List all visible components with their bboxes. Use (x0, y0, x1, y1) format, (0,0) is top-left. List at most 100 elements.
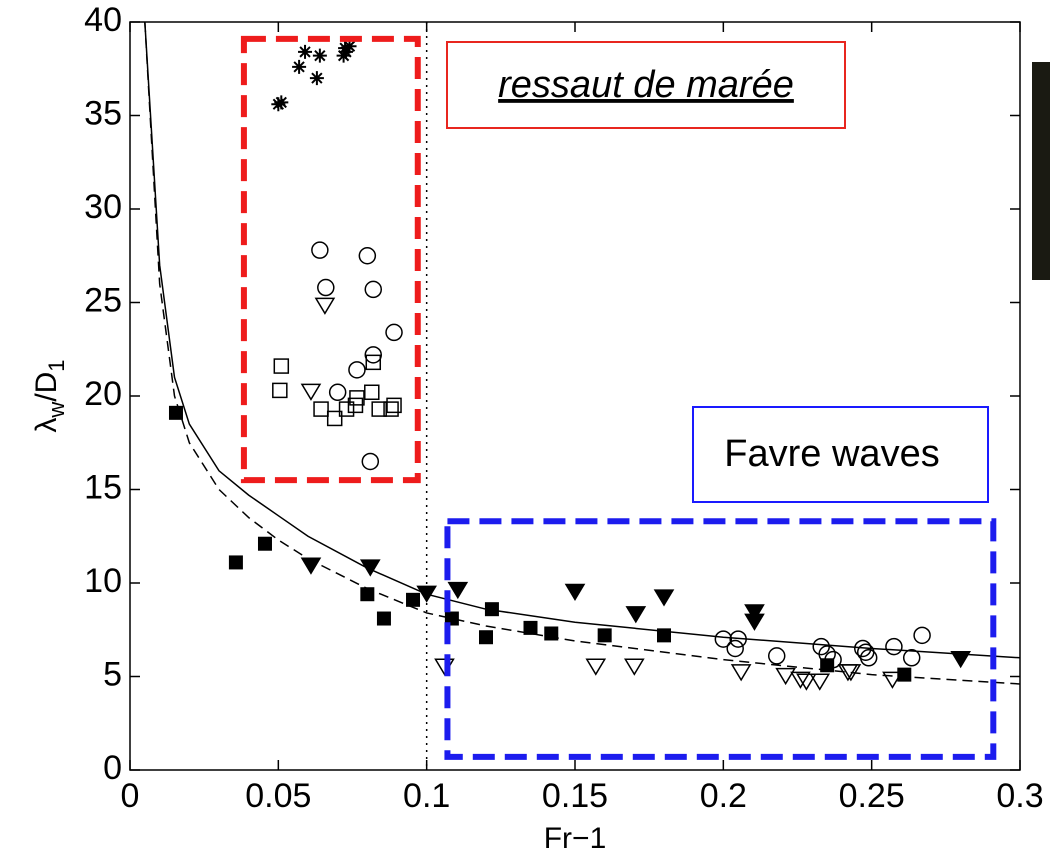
point (444, 611, 459, 626)
annotation-box: Favre waves (692, 406, 989, 503)
point (272, 382, 288, 399)
x-tick-label: 0 (121, 777, 140, 815)
point (597, 628, 612, 643)
point (818, 645, 836, 663)
y-label-sub: 1 (44, 359, 69, 371)
annotation-text: Favre waves (724, 433, 939, 475)
y-tick-label: 5 (103, 655, 122, 693)
point (273, 358, 290, 374)
point (653, 589, 675, 607)
region-box (240, 35, 421, 484)
point (361, 452, 380, 471)
point (328, 383, 347, 402)
cropped-inset-image-top (1032, 40, 1050, 62)
y-tick-label: 15 (84, 468, 122, 506)
point (348, 361, 366, 379)
point (479, 630, 493, 645)
point (406, 592, 421, 607)
point (349, 390, 365, 406)
y-tick-label: 10 (84, 562, 122, 600)
point (950, 651, 971, 669)
point (484, 602, 499, 617)
curve (144, 22, 1020, 685)
plot-frame (129, 21, 1021, 771)
x-tick-label: 0.05 (245, 777, 311, 815)
point (885, 637, 903, 656)
point (300, 383, 322, 401)
point (168, 405, 183, 420)
annotation-box: ressaut de marée (446, 41, 846, 129)
point (809, 673, 831, 691)
point (376, 611, 391, 626)
point (309, 71, 324, 86)
point (365, 354, 382, 371)
plot-area (144, 22, 1020, 770)
x-tick-label: 0.2 (700, 777, 747, 815)
point (624, 658, 645, 676)
region-box (444, 518, 997, 760)
x-tick-label: 0.3 (996, 777, 1043, 815)
x-tick-label: 0.25 (839, 777, 905, 815)
point (796, 673, 817, 691)
point (313, 401, 329, 417)
point (730, 664, 752, 682)
point (314, 297, 336, 315)
point (292, 59, 307, 74)
point (257, 536, 272, 551)
point (913, 626, 931, 645)
point (714, 630, 733, 648)
y-tick-label: 30 (84, 188, 122, 226)
point (338, 41, 353, 56)
y-label-sub: w (44, 402, 69, 419)
x-tick-label: 0.15 (542, 777, 608, 815)
curve (144, 22, 1020, 659)
point (228, 555, 243, 570)
point (767, 647, 786, 665)
point (447, 581, 469, 600)
point (312, 48, 327, 63)
point (311, 241, 329, 259)
point (383, 401, 399, 417)
annotation-border (446, 41, 846, 129)
y-tick-label: 40 (84, 1, 122, 39)
point (775, 667, 796, 686)
point (274, 95, 289, 110)
y-label-part: λ (30, 418, 63, 433)
y-axis-label: λw/D1 (30, 359, 69, 432)
point (326, 410, 343, 427)
point (790, 671, 811, 689)
point (564, 583, 586, 601)
point (298, 44, 313, 59)
point (371, 401, 387, 417)
y-tick-label: 0 (103, 749, 122, 787)
point (364, 280, 383, 299)
point (824, 650, 842, 669)
point (744, 604, 765, 622)
y-tick-label: 20 (84, 375, 122, 413)
point (317, 278, 335, 297)
point (358, 247, 377, 265)
y-label-part: /D (30, 372, 63, 402)
point (364, 384, 380, 401)
x-axis-label: Fr−1 (544, 822, 607, 855)
point (902, 649, 921, 667)
annotation-text: ressaut de marée (498, 64, 794, 106)
point (342, 39, 357, 54)
point (882, 671, 903, 689)
point (897, 667, 912, 682)
point (364, 346, 383, 364)
point (726, 639, 744, 658)
point (625, 606, 647, 624)
point (744, 613, 765, 631)
point (385, 323, 403, 342)
point (523, 620, 538, 635)
point (859, 649, 878, 667)
point (338, 401, 355, 417)
cropped-inset-image (1032, 40, 1050, 280)
point (585, 658, 607, 676)
y-tick-label: 25 (84, 281, 122, 319)
x-tick-label: 0.1 (403, 777, 450, 815)
annotation-border (692, 406, 989, 503)
